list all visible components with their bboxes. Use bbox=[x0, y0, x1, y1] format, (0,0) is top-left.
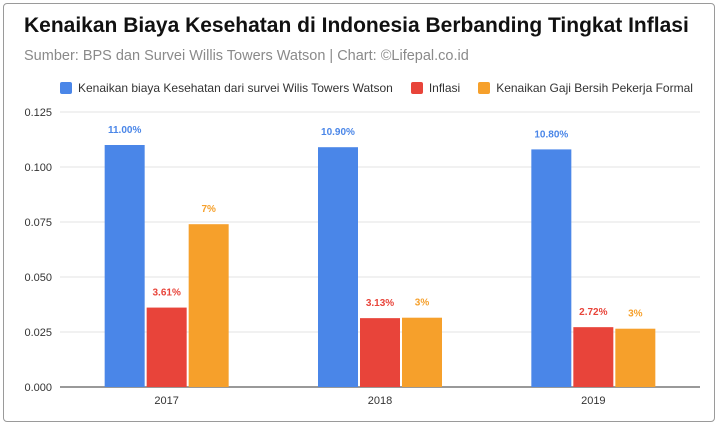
data-label: 10.80% bbox=[534, 129, 568, 140]
bar bbox=[615, 328, 656, 387]
data-label: 11.00% bbox=[108, 125, 141, 136]
legend-label-salary: Kenaikan Gaji Bersih Pekerja Formal bbox=[496, 81, 693, 95]
legend-label-inflation: Inflasi bbox=[428, 81, 461, 95]
data-label: 3% bbox=[628, 309, 643, 320]
data-label: 10.90% bbox=[321, 127, 355, 138]
legend-item-salary: Kenaikan Gaji Bersih Pekerja Formal bbox=[478, 81, 693, 95]
legend: Kenaikan biaya Kesehatan dari survei Wil… bbox=[60, 80, 711, 96]
bar bbox=[146, 307, 187, 387]
bar bbox=[573, 327, 614, 387]
legend-swatch-inflation bbox=[410, 82, 423, 94]
chart-subtitle: Sumber: BPS dan Survei Willis Towers Wat… bbox=[24, 48, 469, 64]
y-tick-label: 0.050 bbox=[24, 272, 52, 284]
data-label: 3.13% bbox=[366, 298, 394, 309]
y-tick-label: 0.075 bbox=[24, 217, 52, 229]
x-tick-label: 2017 bbox=[154, 395, 178, 407]
data-label: 2.72% bbox=[579, 307, 607, 318]
x-tick-label: 2019 bbox=[581, 395, 605, 407]
legend-swatch-salary bbox=[478, 82, 491, 94]
bar bbox=[318, 147, 358, 387]
bar bbox=[104, 145, 145, 387]
legend-label-health-cost: Kenaikan biaya Kesehatan dari survei Wil… bbox=[78, 81, 393, 95]
y-tick-label: 0.000 bbox=[24, 382, 52, 394]
bar bbox=[360, 318, 400, 387]
data-label: 3% bbox=[415, 298, 430, 309]
data-label: 3.61% bbox=[152, 288, 180, 299]
bar bbox=[402, 317, 442, 387]
y-tick-label: 0.100 bbox=[24, 162, 52, 174]
data-label: 7% bbox=[201, 204, 216, 215]
bar bbox=[531, 149, 572, 387]
y-tick-label: 0.125 bbox=[24, 107, 52, 119]
chart-title: Kenaikan Biaya Kesehatan di Indonesia Be… bbox=[24, 14, 689, 37]
bar bbox=[188, 224, 229, 387]
legend-swatch-health-cost bbox=[60, 82, 72, 94]
legend-item-health-cost: Kenaikan biaya Kesehatan dari survei Wil… bbox=[60, 81, 393, 95]
x-tick-label: 2018 bbox=[368, 395, 392, 407]
legend-item-inflation: Inflasi bbox=[410, 81, 461, 95]
y-tick-label: 0.025 bbox=[24, 327, 52, 339]
